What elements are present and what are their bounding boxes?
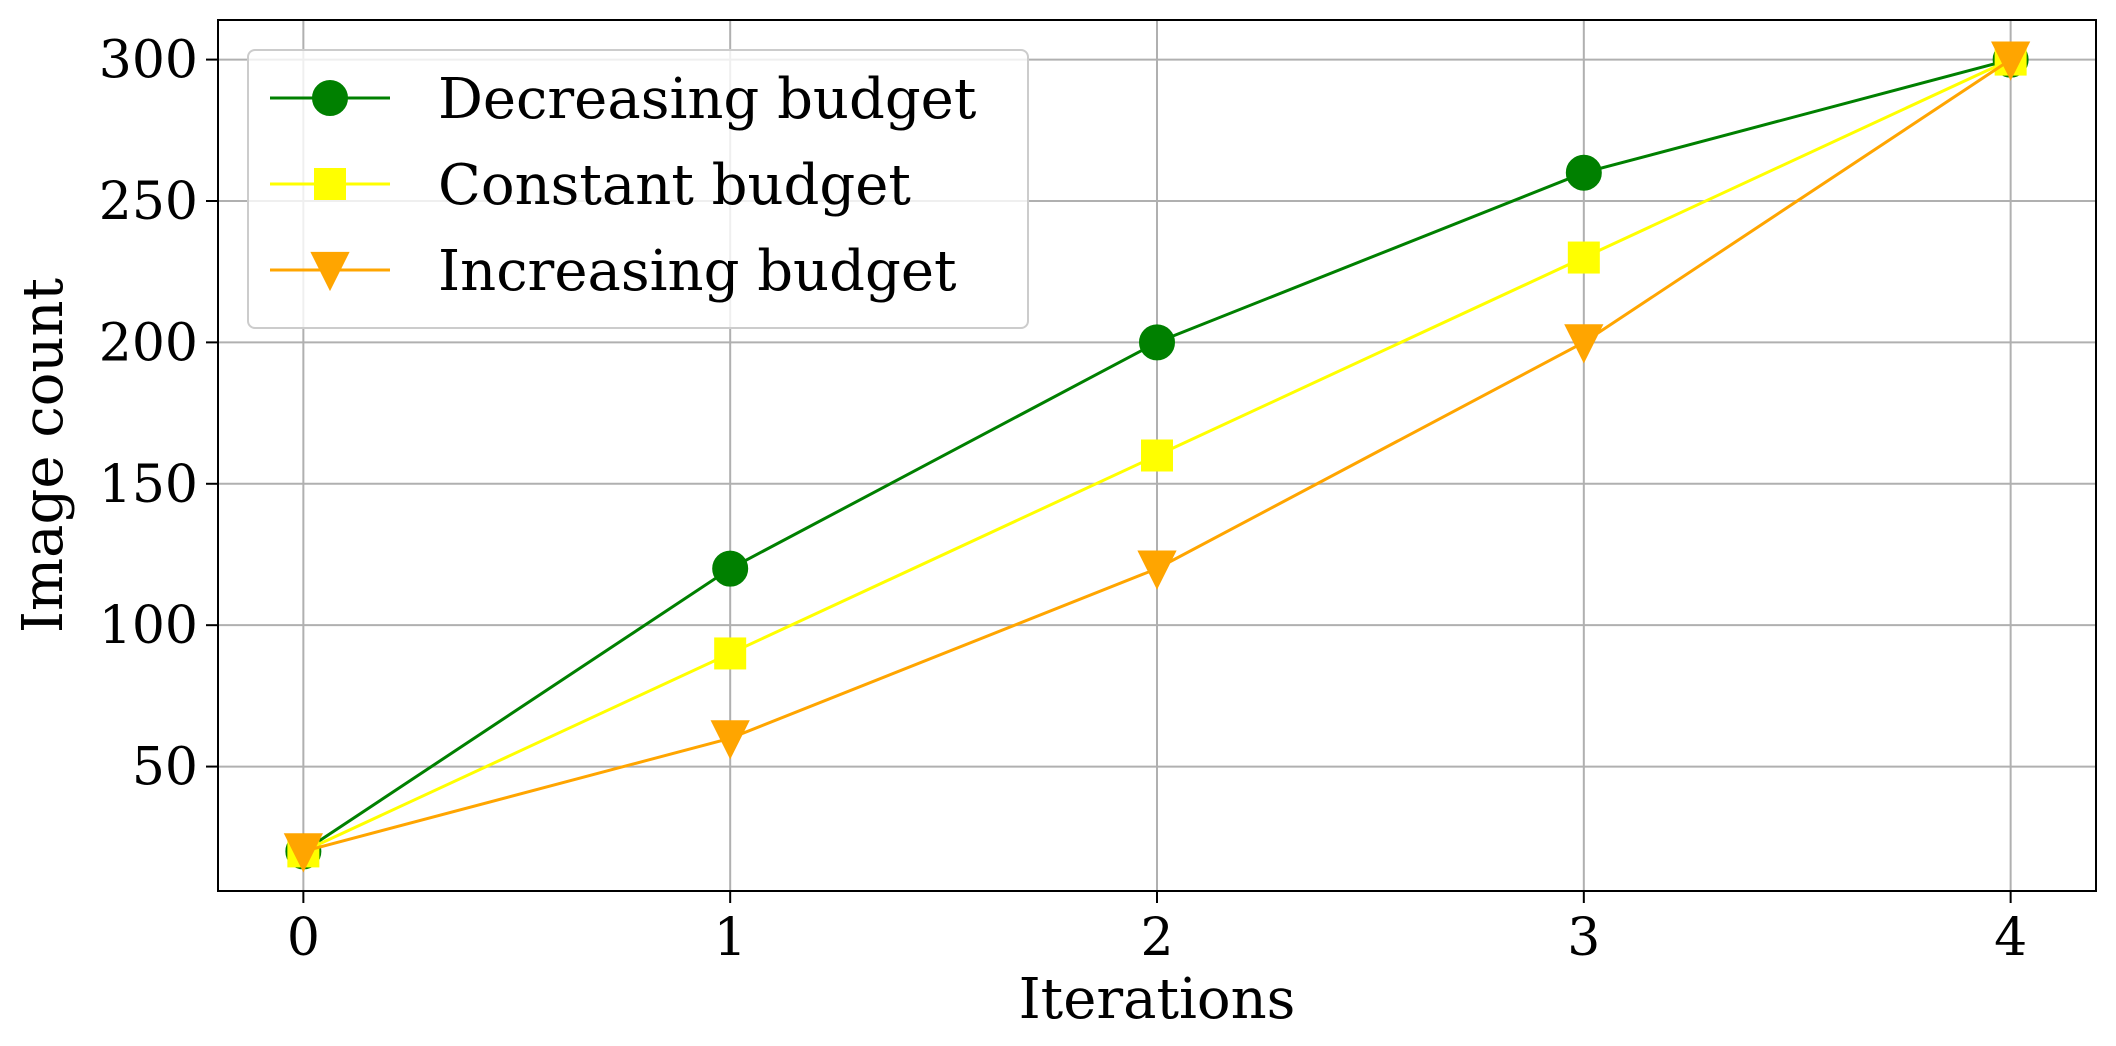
x-tick-label: 1 [714,908,747,968]
y-tick-label: 150 [99,455,198,515]
legend: Decreasing budget Constant budget Increasi… [247,49,1029,329]
data-point-constant-budget [1141,439,1173,472]
x-tick-label: 4 [1994,908,2027,968]
legend-label-constant-budget: Constant budget [438,153,911,218]
x-tick-label: 3 [1567,908,1600,968]
legend-label-increasing-budget: Increasing budget [438,239,957,304]
legend-marker-decreasing-budget [312,80,348,116]
y-tick-label: 250 [99,172,198,232]
x-axis-label: Iterations [1019,967,1296,1032]
data-point-increasing-budget [1137,550,1177,590]
legend-items: Decreasing budget Constant budget Increasi… [270,67,977,304]
data-point-increasing-budget [1564,324,1604,364]
data-point-decreasing-budget [712,550,749,587]
data-point-decreasing-budget [1139,324,1175,361]
legend-box [247,49,1029,329]
axis-ticks: 0 1 2 3 4 50 100 150 200 250 300 [99,31,2027,968]
series-group [283,41,2031,873]
y-tick-label: 200 [99,313,198,373]
data-point-increasing-budget [1991,41,2031,81]
x-tick-label: 0 [287,908,320,968]
legend-marker-constant-budget [314,168,346,200]
legend-item-decreasing-budget: Decreasing budget [270,67,977,132]
data-point-increasing-budget [283,833,323,873]
legend-label-decreasing-budget: Decreasing budget [438,67,977,132]
y-tick-label: 300 [99,31,198,91]
data-point-constant-budget [1567,241,1600,274]
y-axis-label: Image count [11,277,76,633]
legend-item-constant-budget: Constant budget [270,153,911,218]
legend-marker-increasing-budget [310,251,350,292]
data-point-decreasing-budget [1565,154,1602,191]
data-point-constant-budget [714,637,747,670]
y-tick-label: 50 [132,738,198,798]
x-tick-label: 2 [1140,908,1173,968]
legend-item-increasing-budget: Increasing budget [270,239,957,304]
data-point-increasing-budget [710,720,750,760]
series-increasing-budget [283,41,2031,873]
y-tick-label: 100 [99,596,198,656]
